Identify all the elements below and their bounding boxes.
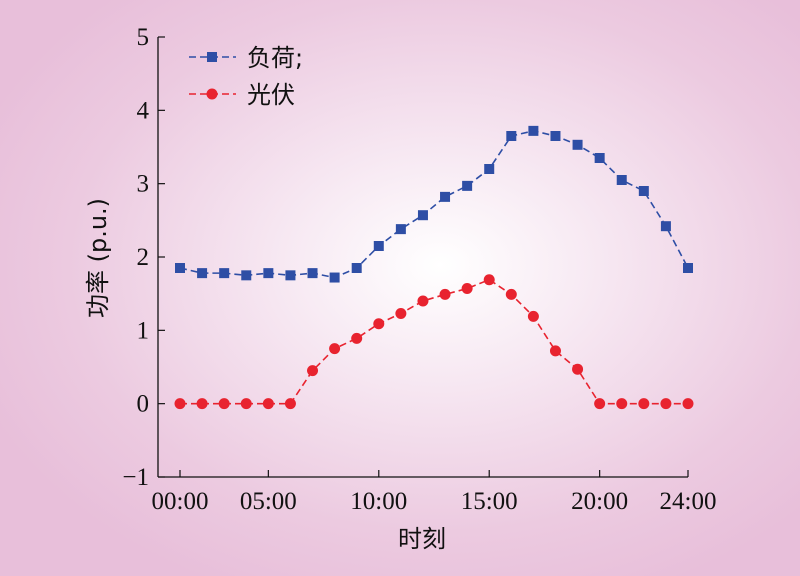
data-point [284, 398, 296, 410]
data-point [307, 268, 318, 279]
y-axis-label: 功率 (p.u.) [84, 198, 112, 318]
data-point [572, 139, 583, 150]
x-tick-label: 20:00 [571, 488, 628, 515]
data-point [638, 398, 650, 410]
legend-item: 光伏 [189, 81, 295, 109]
data-point [550, 131, 561, 141]
data-point [395, 307, 407, 319]
data-point [417, 210, 428, 221]
data-point [307, 365, 319, 377]
data-point [174, 398, 186, 410]
data-point [549, 345, 561, 357]
data-point [660, 221, 671, 232]
data-point [351, 332, 363, 344]
x-tick-label: 10:00 [350, 488, 407, 515]
data-point [196, 398, 208, 410]
data-point [240, 398, 252, 410]
data-point [218, 398, 230, 410]
data-point [594, 153, 605, 163]
y-tick-label: 4 [137, 97, 150, 124]
x-tick-label: 05:00 [240, 488, 297, 515]
legend-marker [207, 52, 217, 62]
y-tick-label: 0 [137, 391, 150, 418]
data-point [461, 283, 473, 295]
legend-item: 负荷; [189, 44, 303, 72]
x-tick-label: 15:00 [461, 488, 518, 515]
data-point [175, 263, 185, 273]
y-tick-label: 3 [137, 171, 150, 198]
y-tick-label: 1 [137, 317, 150, 344]
series-1 [174, 274, 694, 410]
data-point [682, 398, 694, 410]
data-point [528, 125, 539, 136]
data-point [660, 398, 672, 410]
series-line [180, 278, 688, 405]
data-point [285, 270, 296, 281]
y-tick-label: −1 [122, 464, 149, 491]
x-tick-label: 00:00 [152, 488, 209, 515]
x-tick-label: 24:00 [660, 488, 717, 515]
axes: −1 0 1 2 3 4 5 00:00 05:00 10:00 15:00 20:00 24:00 [122, 24, 716, 515]
data-point [594, 398, 606, 410]
data-point [197, 268, 208, 279]
data-point [505, 288, 517, 300]
y-tick-label: 5 [137, 24, 150, 51]
data-point [395, 224, 406, 235]
data-point [439, 288, 451, 300]
data-point [417, 295, 429, 307]
data-point [373, 318, 385, 330]
x-axis-label: 时刻 [398, 525, 446, 553]
data-point [440, 191, 451, 202]
series-layer [174, 125, 694, 410]
legend-marker [206, 88, 218, 100]
data-point [506, 131, 517, 141]
data-point [572, 363, 584, 375]
data-point [329, 343, 341, 355]
data-point [263, 268, 274, 279]
data-point [462, 180, 473, 191]
data-point [329, 272, 340, 283]
data-point [527, 310, 539, 322]
data-point [616, 175, 627, 185]
data-point [483, 274, 495, 286]
data-point [241, 270, 252, 281]
data-point [373, 241, 384, 251]
series-0 [175, 125, 693, 283]
legend-label: 负荷; [247, 44, 303, 72]
data-point [351, 263, 362, 273]
y-tick-label: 2 [137, 244, 150, 271]
data-point [262, 398, 274, 410]
data-point [683, 263, 693, 273]
data-point [638, 186, 649, 196]
data-point [219, 268, 230, 279]
data-point [484, 164, 495, 174]
legend-label: 光伏 [247, 81, 295, 109]
series-line [179, 130, 689, 279]
data-point [616, 398, 628, 410]
legend: 负荷; 光伏 [189, 44, 303, 109]
